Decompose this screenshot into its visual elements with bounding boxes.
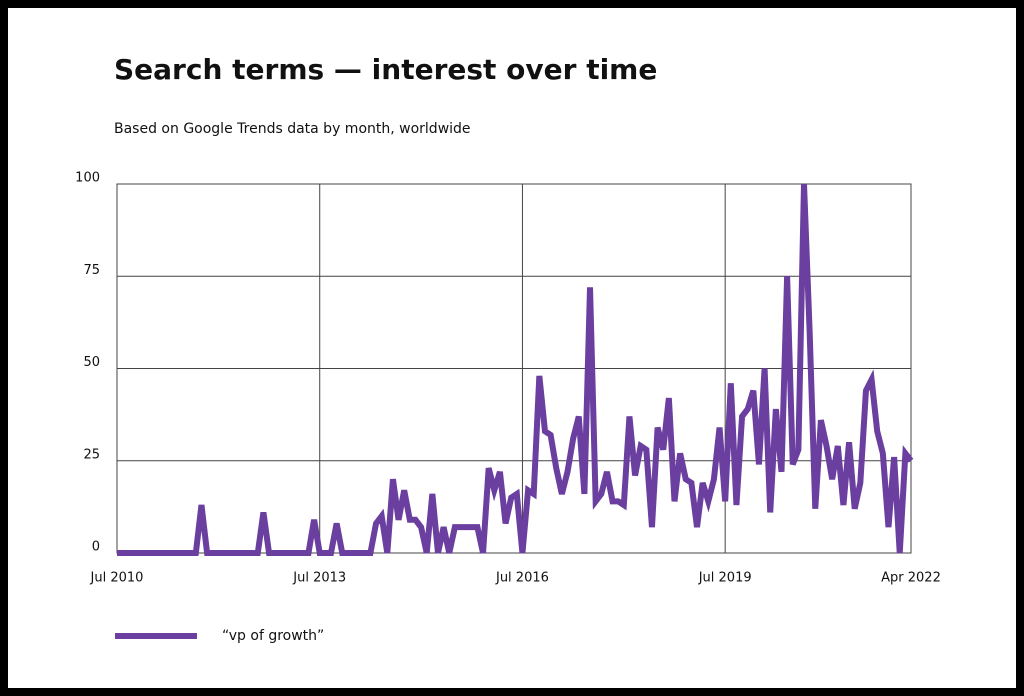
- x-tick-label: Jul 2019: [698, 571, 752, 586]
- y-tick-label: 75: [83, 263, 100, 278]
- chart-title: Search terms — interest over time: [114, 53, 657, 86]
- x-tick-label: Jul 2016: [495, 571, 549, 586]
- x-tick-label: Apr 2022: [881, 571, 941, 586]
- y-tick-label: 50: [83, 355, 100, 370]
- legend-label: “vp of growth”: [222, 628, 324, 644]
- x-tick-label: Jul 2010: [90, 571, 144, 586]
- plot-frame: [116, 183, 912, 554]
- y-tick-label: 25: [83, 447, 100, 462]
- x-tick-label: Jul 2013: [292, 571, 346, 586]
- chart-subtitle: Based on Google Trends data by month, wo…: [114, 121, 471, 137]
- y-tick-label: 0: [92, 540, 100, 555]
- page-frame: [8, 8, 1016, 688]
- series-line: [117, 183, 914, 556]
- y-tick-label: 100: [75, 171, 100, 186]
